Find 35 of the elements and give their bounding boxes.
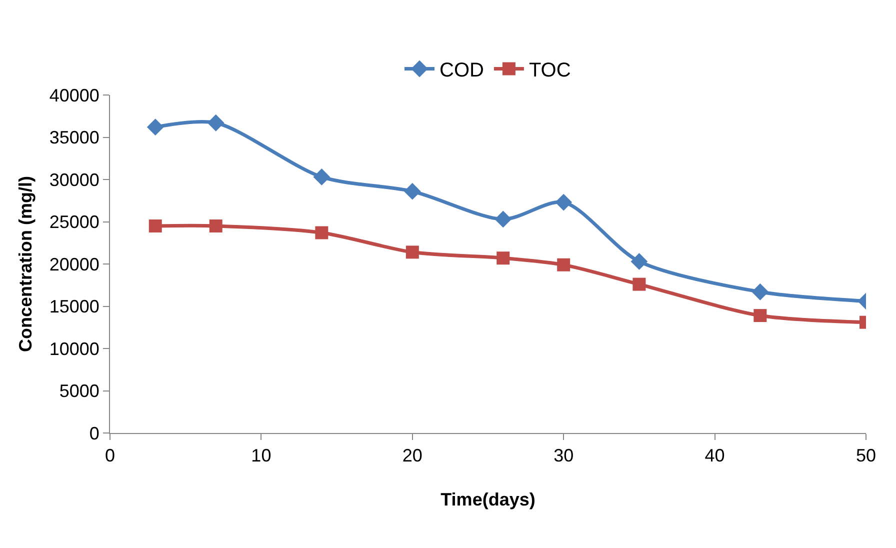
y-tick-label: 25000 — [49, 212, 100, 232]
point — [207, 114, 224, 132]
point — [555, 194, 572, 211]
y-tick-label: 40000 — [49, 85, 100, 106]
point — [496, 252, 510, 265]
x-axis-title: Time(days) — [440, 490, 536, 510]
y-axis-title: Concentration (mg/l) — [16, 176, 36, 352]
point — [632, 278, 646, 291]
y-tick-label: 20000 — [49, 254, 100, 274]
x-tick-label: 40 — [704, 446, 725, 466]
y-tick-label: 15000 — [49, 296, 100, 317]
x-tick-label: 30 — [554, 446, 574, 466]
y-tick-label: 10000 — [49, 338, 100, 359]
legend-label: COD — [440, 60, 484, 82]
point — [148, 219, 162, 232]
y-tick-label: 5000 — [59, 381, 100, 402]
point — [494, 210, 512, 228]
point — [313, 168, 330, 186]
y-tick-label: 0 — [89, 423, 100, 444]
x-tick-label: 0 — [104, 446, 116, 466]
point — [209, 219, 222, 232]
point — [752, 283, 769, 300]
x-tick-label: 10 — [251, 446, 272, 466]
point — [754, 309, 767, 322]
point — [404, 182, 421, 200]
point — [630, 253, 648, 270]
legend-label: TOC — [528, 60, 571, 82]
point — [146, 118, 164, 136]
point — [406, 246, 419, 259]
point — [557, 258, 570, 272]
y-tick-label: 35000 — [49, 128, 100, 148]
x-tick-label: 20 — [402, 446, 422, 466]
point — [315, 226, 328, 240]
y-tick-label: 30000 — [49, 170, 100, 190]
x-tick-label: 50 — [856, 446, 876, 466]
